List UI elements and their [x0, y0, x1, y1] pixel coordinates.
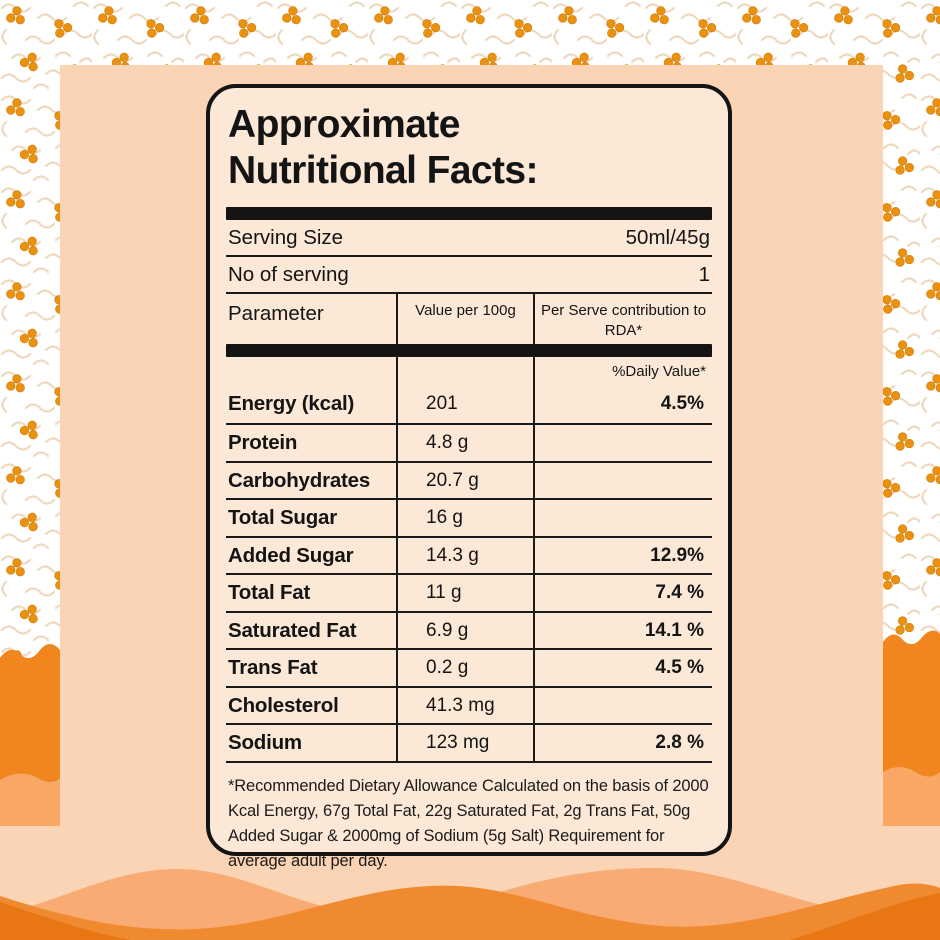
row-rda — [533, 500, 712, 536]
table-row: Added Sugar 14.3 g 12.9% — [226, 537, 712, 576]
serving-size-row: Serving Size 50ml/45g — [226, 220, 712, 258]
row-rda: 4.5 % — [533, 650, 712, 686]
row-value: 123 mg — [396, 725, 533, 761]
row-name: Carbohydrates — [228, 468, 371, 492]
daily-value-note: %Daily Value* — [533, 357, 712, 386]
serving-size-value: 50ml/45g — [625, 225, 710, 249]
header-parameter: Parameter — [228, 302, 324, 326]
servings-count-row: No of serving 1 — [226, 257, 712, 295]
row-value: 0.2 g — [396, 650, 533, 686]
divider-thick-mid — [226, 344, 712, 358]
row-value: 14.3 g — [396, 537, 533, 574]
row-value: 11 g — [396, 575, 533, 611]
table-row: Total Fat 11 g 7.4 % — [226, 575, 712, 613]
row-rda: 4.5% — [533, 385, 712, 424]
servings-count-label: No of serving — [228, 262, 349, 286]
page-title: Approximate Nutritional Facts: — [228, 102, 712, 193]
row-name: Sodium — [228, 731, 302, 754]
row-name: Energy (kcal) — [228, 392, 355, 416]
header-value-per-100g: Value per 100g — [396, 294, 533, 345]
title-line-1: Approximate — [228, 103, 460, 146]
table-row: Cholesterol 41.3 mg — [226, 687, 712, 726]
nutrition-facts-card: Approximate Nutritional Facts: Serving S… — [206, 84, 732, 870]
title-line-2: Nutritional Facts: — [228, 148, 538, 192]
row-rda — [533, 687, 712, 724]
table-row: Trans Fat 0.2 g 4.5 % — [226, 650, 712, 688]
serving-size-label: Serving Size — [228, 225, 344, 249]
row-name: Added Sugar — [228, 543, 354, 567]
row-name: Saturated Fat — [228, 618, 357, 642]
divider-thick-top — [226, 207, 712, 221]
row-name: Protein — [228, 431, 298, 454]
table-row: Energy (kcal) 201 4.5% — [226, 385, 712, 426]
row-rda — [533, 462, 712, 499]
row-name: Total Sugar — [228, 506, 338, 529]
row-rda: 14.1 % — [533, 612, 712, 649]
row-name: Total Fat — [228, 581, 311, 604]
rda-footnote: *Recommended Dietary Allowance Calculate… — [228, 776, 709, 870]
table-row: Saturated Fat 6.9 g 14.1 % — [226, 612, 712, 651]
row-rda — [533, 425, 712, 461]
table-row: Carbohydrates 20.7 g — [226, 462, 712, 501]
row-rda: 12.9% — [533, 537, 712, 574]
table-row: Protein 4.8 g — [226, 425, 712, 463]
header-rda: Per Serve contribution to RDA* — [533, 294, 712, 345]
row-value: 20.7 g — [396, 462, 533, 499]
daily-value-note-row: %Daily Value* — [226, 357, 712, 386]
servings-count-value: 1 — [698, 262, 710, 286]
row-value: 41.3 mg — [396, 687, 533, 724]
row-value: 6.9 g — [396, 612, 533, 649]
row-name: Cholesterol — [228, 693, 339, 717]
row-name: Trans Fat — [228, 656, 318, 679]
row-value: 4.8 g — [396, 425, 533, 461]
row-rda: 7.4 % — [533, 575, 712, 611]
row-value: 201 — [396, 385, 533, 424]
row-rda: 2.8 % — [533, 725, 712, 761]
table-row: Sodium 123 mg 2.8 % — [226, 725, 712, 763]
table-row: Total Sugar 16 g — [226, 500, 712, 538]
table-header-row: Parameter Value per 100g Per Serve contr… — [226, 294, 712, 345]
row-value: 16 g — [396, 500, 533, 536]
